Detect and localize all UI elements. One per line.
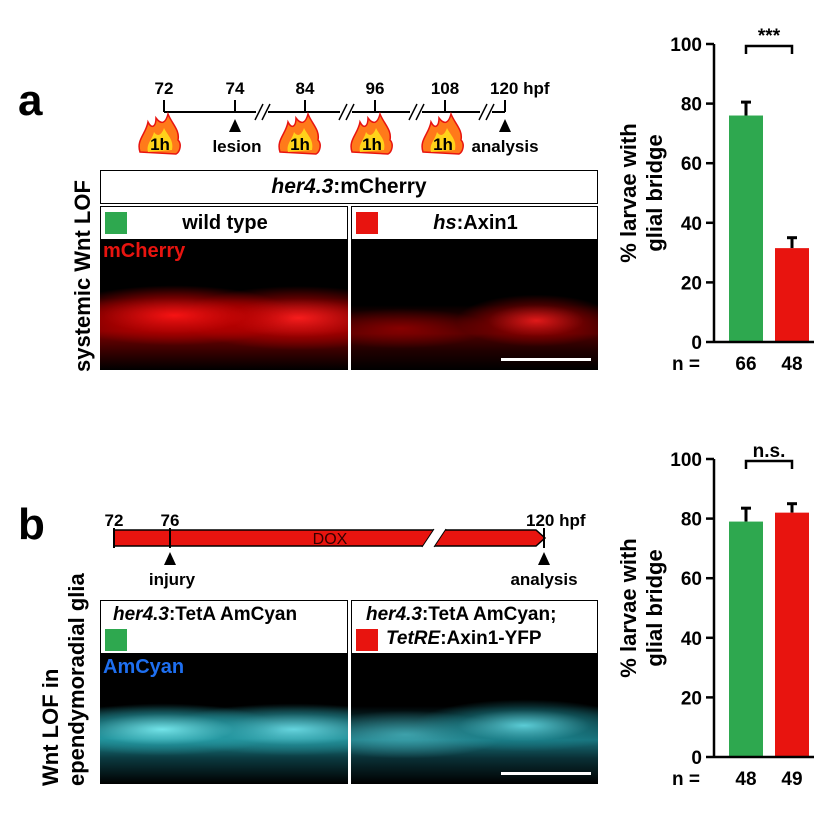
dox-label: DOX	[313, 531, 348, 548]
tick-76-b: 76	[161, 511, 180, 530]
panel-a-side-label: systemic Wnt LOF	[70, 180, 95, 372]
chart-b-bar-1	[775, 512, 809, 757]
chart-a-sig-bracket	[744, 44, 794, 54]
chart-a-ytick-label-4: 80	[681, 95, 702, 116]
mcherry-label: mCherry	[103, 240, 186, 262]
panel-a-image-wt: mCherry	[100, 240, 348, 370]
scale-bar-b	[501, 772, 591, 775]
chart-a-bar-1	[775, 248, 809, 342]
scale-bar	[501, 358, 591, 361]
chart-a-n-0: 66	[735, 354, 756, 375]
chart-a-ytick-label-5: 100	[670, 35, 702, 56]
chart-b-ytick-label-4: 80	[681, 510, 702, 531]
chart-b-ylabel: % larvae withglial bridge	[616, 538, 667, 677]
green-swatch-b	[105, 629, 127, 651]
analysis-arrow-icon-b	[538, 552, 550, 565]
tick-84: 84	[296, 79, 315, 98]
chart-a-bar-0	[729, 115, 763, 343]
chart-b-ytick-label-0: 0	[691, 748, 702, 769]
chart-a-n-prefix: n =	[672, 354, 700, 375]
panel-b-cond-2: her4.3:TetA AmCyan; TetRE:Axin1-YFP	[351, 600, 598, 654]
timeline-breaks	[254, 103, 495, 121]
panel-a-chart: 0 20 40 60 80 100 % larvae withglial bridge 66 4…	[616, 26, 814, 375]
panel-b-side-label: Wnt LOF in ependymoradial glia	[38, 573, 89, 786]
amcyan-label: AmCyan	[103, 656, 185, 678]
tick-108: 108	[431, 79, 459, 98]
red-swatch-b	[356, 629, 378, 651]
svg-text:1h: 1h	[290, 135, 310, 154]
chart-b-ytick-label-1: 20	[681, 688, 702, 709]
chart-a-ytick-label-2: 40	[681, 214, 702, 235]
panel-b-timeline: 72 76 120 hpf DOX injury analysis	[105, 511, 586, 589]
chart-b-bar-0	[729, 521, 763, 757]
chart-a-ytick-label-3: 60	[681, 154, 702, 175]
svg-text:1h: 1h	[150, 135, 170, 154]
lesion-label: lesion	[212, 137, 261, 156]
green-swatch	[105, 212, 127, 234]
panel-b-image-1: AmCyan	[100, 654, 348, 784]
analysis-label-b: analysis	[510, 570, 577, 589]
panel-b-cond-1: her4.3:TetA AmCyan	[100, 600, 348, 654]
tick-72: 72	[155, 79, 174, 98]
panel-a-cond-wt: wild type	[100, 206, 348, 240]
panel-b-letter: b	[18, 500, 45, 549]
dox-bar-break	[421, 528, 447, 548]
chart-b-n-0: 48	[735, 769, 756, 790]
svg-text:1h: 1h	[433, 135, 453, 154]
injury-label: injury	[149, 570, 196, 589]
panel-a-letter: a	[18, 76, 43, 125]
tick-120-b: 120 hpf	[526, 511, 586, 530]
tick-96: 96	[366, 79, 385, 98]
chart-a-ylabel: % larvae withglial bridge	[616, 123, 667, 262]
panel-a-timeline: 72 74 84 96 108 120 hpf lesion analysis …	[138, 79, 550, 156]
tick-74: 74	[226, 79, 245, 98]
panel-b-chart: 0 20 40 60 80 100 % larvae withglial bridge 48 4…	[616, 441, 814, 790]
chart-a-sig-label: ***	[758, 26, 781, 47]
injury-arrow-icon	[164, 552, 176, 565]
chart-a-n-1: 48	[781, 354, 802, 375]
chart-a-ytick-label-0: 0	[691, 333, 702, 354]
chart-b-sig-label: n.s.	[753, 441, 786, 462]
chart-b-n-1: 49	[781, 769, 802, 790]
svg-text:1h: 1h	[362, 135, 382, 154]
chart-b-n-prefix: n =	[672, 769, 700, 790]
tick-120: 120 hpf	[490, 79, 550, 98]
tick-72-b: 72	[105, 511, 124, 530]
analysis-arrow-icon	[499, 119, 511, 132]
chart-b-ytick-label-2: 40	[681, 629, 702, 650]
red-swatch	[356, 212, 378, 234]
lesion-arrow-icon	[229, 119, 241, 132]
analysis-label-a: analysis	[471, 137, 538, 156]
chart-b-sig-bracket	[744, 459, 794, 469]
panel-a-title: her4.3:mCherry	[100, 170, 598, 204]
chart-a-ytick-label-1: 20	[681, 273, 702, 294]
chart-b-ytick-label-5: 100	[670, 450, 702, 471]
panel-b-image-2	[351, 654, 598, 784]
panel-a-image-hs	[351, 240, 598, 370]
chart-b-ytick-label-3: 60	[681, 569, 702, 590]
heat-shock-icons: 1h 1h 1h 1h	[138, 111, 464, 155]
panel-a-cond-hs: hs:Axin1	[351, 206, 598, 240]
